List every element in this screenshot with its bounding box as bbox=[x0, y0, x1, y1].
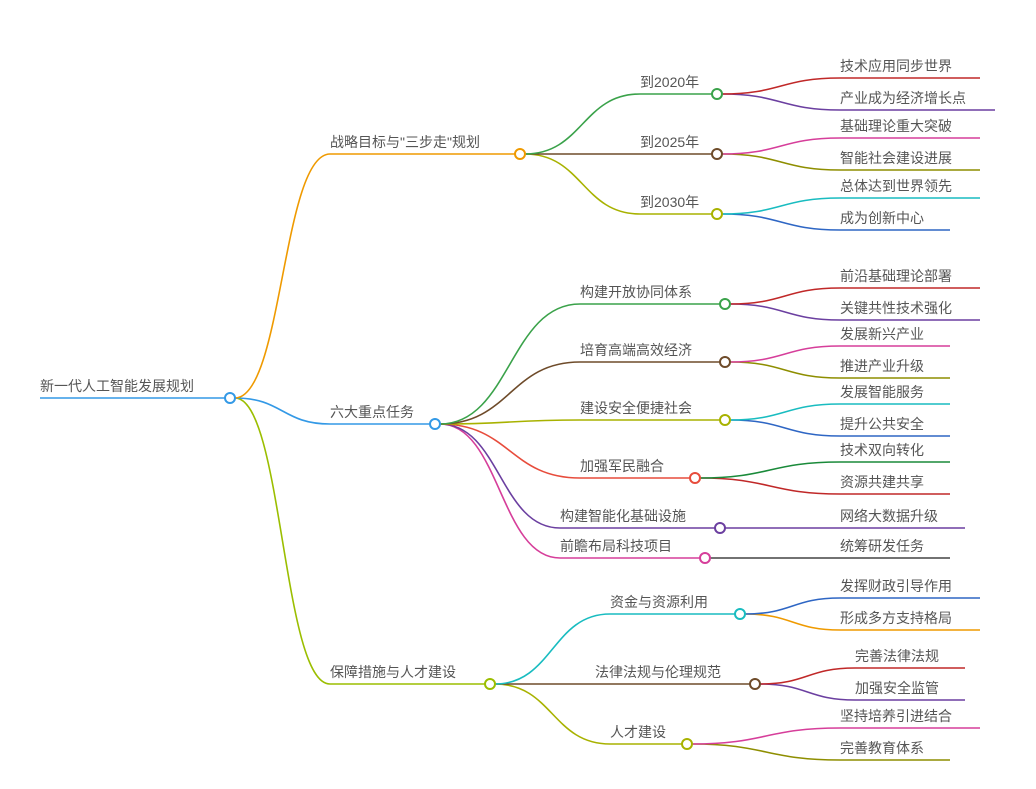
node-label: 法律法规与伦理规范 bbox=[595, 664, 721, 680]
mindmap-canvas: 新一代人工智能发展规划 战略目标与"三步走"规划 到2020年 技术应用同步世界产业成… bbox=[0, 0, 1036, 789]
mindmap-edge bbox=[760, 684, 855, 700]
node-label: 基础理论重大突破 bbox=[840, 118, 952, 134]
node-connector-icon bbox=[750, 679, 760, 689]
mindmap-edge bbox=[722, 94, 840, 110]
node-label: 产业成为经济增长点 bbox=[840, 90, 966, 106]
node-label: 技术双向转化 bbox=[840, 442, 924, 458]
mindmap-edge bbox=[722, 154, 840, 170]
mindmap-edge bbox=[692, 744, 840, 760]
node-label: 加强安全监管 bbox=[855, 680, 939, 696]
mindmap-edge bbox=[722, 78, 840, 94]
node-label: 新一代人工智能发展规划 bbox=[40, 378, 194, 394]
mindmap-edge bbox=[722, 198, 840, 214]
node-label: 完善教育体系 bbox=[840, 740, 924, 756]
node-label: 发挥财政引导作用 bbox=[840, 578, 952, 594]
node-connector-icon bbox=[690, 473, 700, 483]
node-label: 推进产业升级 bbox=[840, 358, 924, 374]
node-label: 关键共性技术强化 bbox=[840, 300, 952, 316]
node-label: 成为创新中心 bbox=[840, 210, 924, 226]
mindmap-edge bbox=[722, 138, 840, 154]
node-label: 保障措施与人才建设 bbox=[330, 664, 456, 680]
node-connector-icon bbox=[430, 419, 440, 429]
node-connector-icon bbox=[712, 209, 722, 219]
node-label: 构建智能化基础设施 bbox=[560, 508, 686, 524]
node-label: 发展智能服务 bbox=[840, 384, 924, 400]
mindmap-edge bbox=[730, 404, 840, 420]
node-connector-icon bbox=[225, 393, 235, 403]
node-connector-icon bbox=[715, 523, 725, 533]
mindmap-edge bbox=[722, 214, 840, 230]
node-connector-icon bbox=[515, 149, 525, 159]
mindmap-edge bbox=[235, 398, 330, 424]
node-label: 技术应用同步世界 bbox=[840, 58, 952, 74]
node-label: 统筹研发任务 bbox=[840, 538, 924, 554]
mindmap-edge bbox=[525, 94, 640, 154]
node-connector-icon bbox=[720, 415, 730, 425]
node-label: 到2020年 bbox=[640, 74, 699, 90]
mindmap-edge bbox=[700, 462, 840, 478]
node-connector-icon bbox=[485, 679, 495, 689]
node-connector-icon bbox=[700, 553, 710, 563]
mindmap-edge bbox=[730, 362, 840, 378]
node-label: 智能社会建设进展 bbox=[840, 150, 952, 166]
mindmap-edge bbox=[730, 288, 840, 304]
node-label: 到2025年 bbox=[640, 134, 699, 150]
node-label: 前沿基础理论部署 bbox=[840, 268, 952, 284]
node-connector-icon bbox=[720, 299, 730, 309]
node-label: 战略目标与"三步走"规划 bbox=[330, 134, 480, 150]
node-label: 六大重点任务 bbox=[330, 404, 414, 420]
node-label: 到2030年 bbox=[640, 194, 699, 210]
node-label: 资源共建共享 bbox=[840, 474, 924, 490]
mindmap-edge bbox=[495, 684, 610, 744]
node-connector-icon bbox=[712, 149, 722, 159]
node-label: 构建开放协同体系 bbox=[580, 284, 692, 300]
mindmap-edge bbox=[235, 398, 330, 684]
node-label: 资金与资源利用 bbox=[610, 594, 708, 610]
mindmap-edge bbox=[745, 614, 840, 630]
mindmap-edge bbox=[440, 424, 560, 528]
node-label: 完善法律法规 bbox=[855, 648, 939, 664]
node-label: 发展新兴产业 bbox=[840, 326, 924, 342]
node-label: 形成多方支持格局 bbox=[840, 610, 952, 626]
mindmap-edge bbox=[525, 154, 640, 214]
node-connector-icon bbox=[712, 89, 722, 99]
mindmap-edge bbox=[760, 668, 855, 684]
mindmap-edge bbox=[692, 728, 840, 744]
mindmap-edge bbox=[495, 614, 610, 684]
mindmap-edge bbox=[745, 598, 840, 614]
node-label: 人才建设 bbox=[610, 724, 666, 740]
node-label: 总体达到世界领先 bbox=[840, 178, 952, 194]
node-label: 网络大数据升级 bbox=[840, 508, 938, 524]
mindmap-edge bbox=[700, 478, 840, 494]
node-label: 培育高端高效经济 bbox=[580, 342, 692, 358]
mindmap-edge bbox=[440, 424, 580, 478]
node-label: 坚持培养引进结合 bbox=[840, 708, 952, 724]
node-connector-icon bbox=[735, 609, 745, 619]
mindmap-edge bbox=[730, 420, 840, 436]
mindmap-edge bbox=[440, 362, 580, 424]
node-label: 提升公共安全 bbox=[840, 416, 924, 432]
node-connector-icon bbox=[720, 357, 730, 367]
mindmap-edge bbox=[730, 346, 840, 362]
node-label: 加强军民融合 bbox=[580, 458, 664, 474]
node-connector-icon bbox=[682, 739, 692, 749]
node-label: 前瞻布局科技项目 bbox=[560, 538, 672, 554]
node-label: 建设安全便捷社会 bbox=[580, 400, 692, 416]
mindmap-edge bbox=[235, 154, 330, 398]
mindmap-edge bbox=[730, 304, 840, 320]
